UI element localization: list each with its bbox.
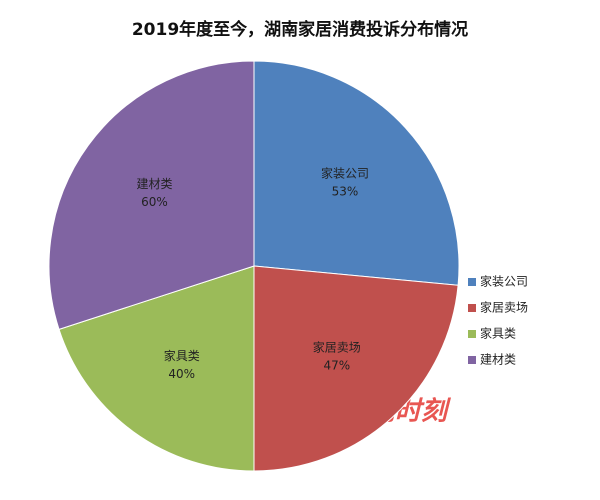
legend-label: 家装公司 [480,274,528,289]
pie-slice [253,60,460,286]
slice-category-label: 家装公司 [321,166,369,181]
chart-title: 2019年度至今，湖南家居消费投诉分布情况 [132,19,468,40]
pie-slice [48,60,255,330]
slice-value-label: 53% [332,185,359,199]
slice-value-label: 60% [141,195,168,209]
pie-slice [253,265,459,472]
slice-value-label: 47% [323,358,350,372]
legend-label: 家居卖场 [480,300,528,315]
legend-swatch [468,278,476,286]
pie-slice [58,265,255,472]
legend-label: 建材类 [480,353,516,367]
slice-category-label: 建材类 [136,177,172,191]
legend-swatch [468,330,476,338]
slice-category-label: 家居卖场 [313,339,361,354]
legend-label: 家具类 [480,326,516,341]
legend-swatch [468,304,476,312]
legend-swatch [468,356,476,364]
slice-category-label: 家具类 [164,348,200,363]
slice-value-label: 40% [168,367,195,381]
